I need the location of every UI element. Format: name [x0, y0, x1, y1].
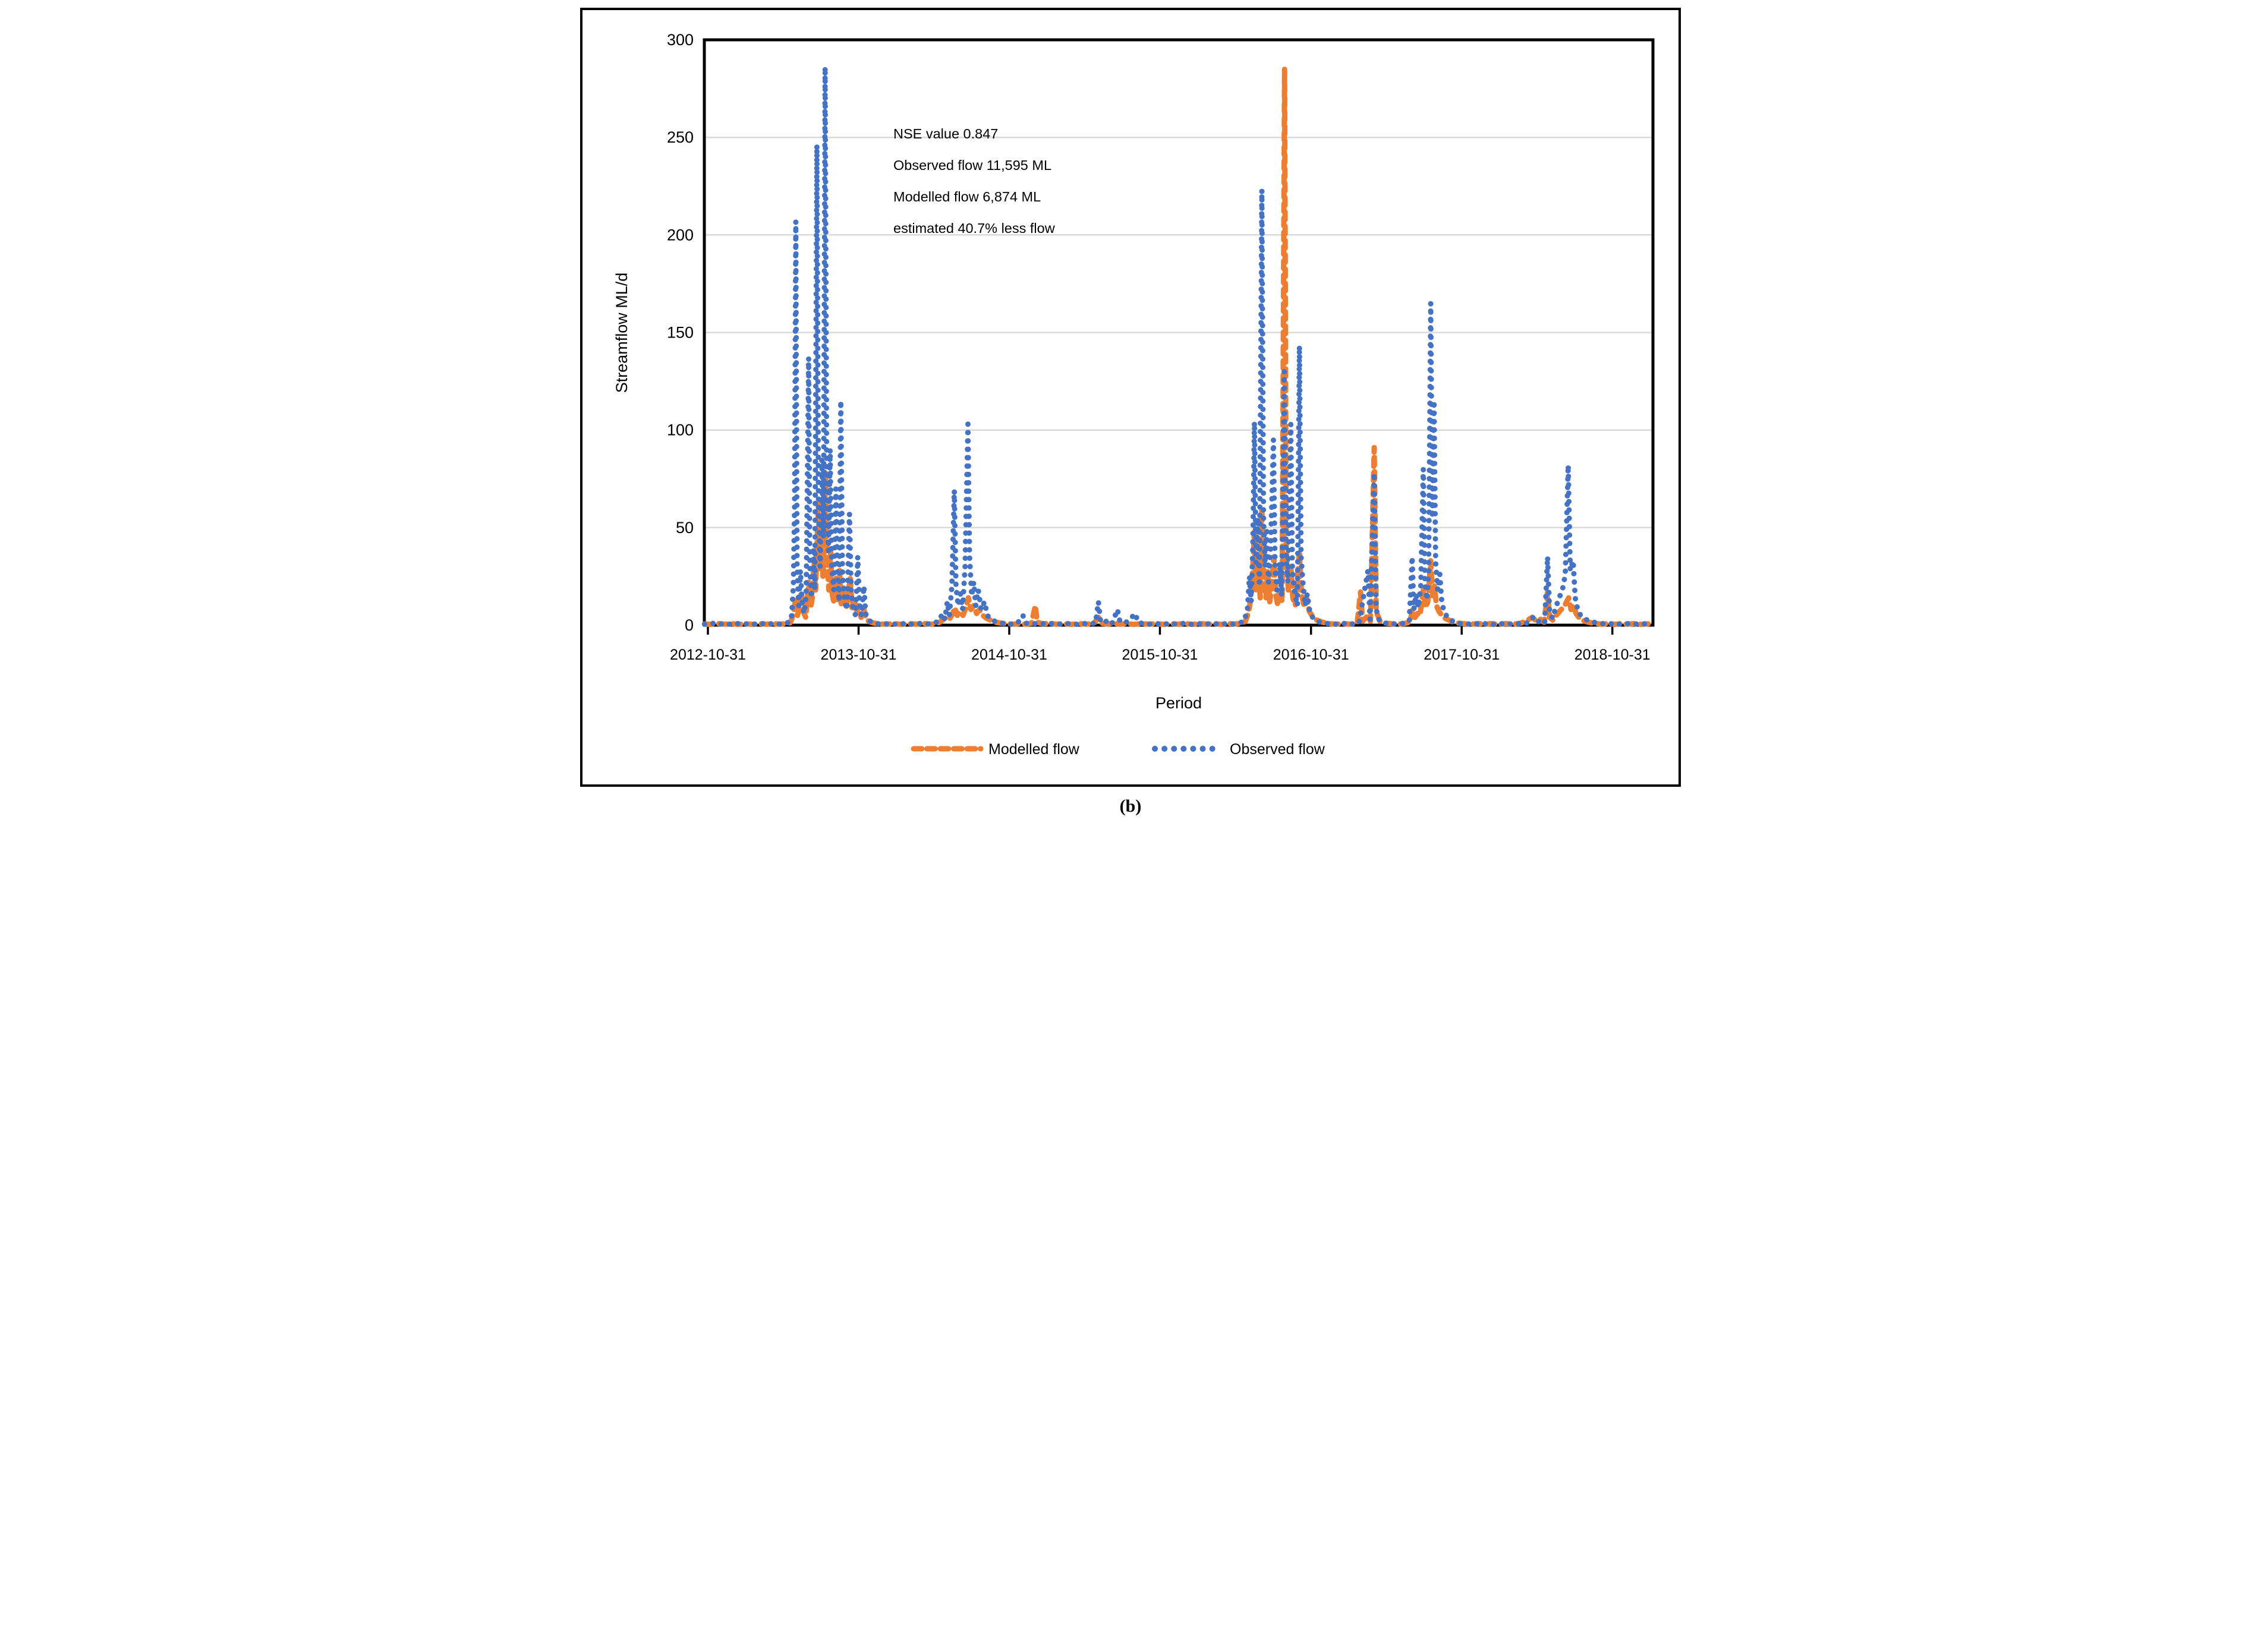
x-tick-label: 2017-10-31: [1424, 647, 1500, 663]
annotation-line-modelled: Modelled flow 6,874 ML: [893, 189, 1041, 204]
y-tick-label: 50: [676, 519, 694, 537]
y-axis-title: Streamflow ML/d: [613, 273, 631, 393]
nse-annotation: NSE value 0.847 Observed flow 11,595 ML …: [893, 126, 1056, 236]
figure-caption: (b): [1120, 796, 1142, 816]
x-tick-label: 2013-10-31: [821, 647, 897, 663]
data-series: [701, 64, 1655, 628]
modelled-flow-series: [701, 66, 1655, 628]
x-axis-tick-marks: [707, 625, 1614, 635]
y-axis-tick-labels: 300 250 200 150 100 50 0: [667, 31, 694, 634]
x-axis-title: Period: [1155, 694, 1202, 712]
legend: Modelled flow Observed flow: [911, 741, 1325, 758]
x-tick-label: 2016-10-31: [1273, 647, 1349, 663]
y-tick-label: 200: [667, 226, 694, 244]
figure: 300 250 200 150 100 50 0 2012-10-31 2013-10-31 2…: [565, 0, 1696, 826]
annotation-line-nse: NSE value 0.847: [893, 126, 998, 141]
observed-flow-series: [701, 64, 1655, 628]
annotation-line-observed: Observed flow 11,595 ML: [893, 157, 1051, 173]
legend-label-observed: Observed flow: [1230, 741, 1325, 758]
annotation-line-estimated: estimated 40.7% less flow: [893, 220, 1056, 236]
y-tick-label: 150: [667, 324, 694, 342]
y-tick-label: 300: [667, 31, 694, 49]
legend-label-modelled: Modelled flow: [988, 741, 1080, 758]
figure-border: [580, 8, 1681, 787]
x-axis-tick-labels: 2012-10-31 2013-10-31 2014-10-31 2015-10-31…: [670, 647, 1651, 663]
x-tick-label: 2015-10-31: [1122, 647, 1198, 663]
y-tick-label: 250: [667, 128, 694, 146]
x-tick-label: 2014-10-31: [971, 647, 1047, 663]
y-tick-label: 100: [667, 421, 694, 439]
x-tick-label: 2018-10-31: [1574, 647, 1651, 663]
x-tick-label: 2012-10-31: [670, 647, 746, 663]
y-tick-label: 0: [685, 616, 694, 634]
gridlines: [704, 136, 1653, 529]
